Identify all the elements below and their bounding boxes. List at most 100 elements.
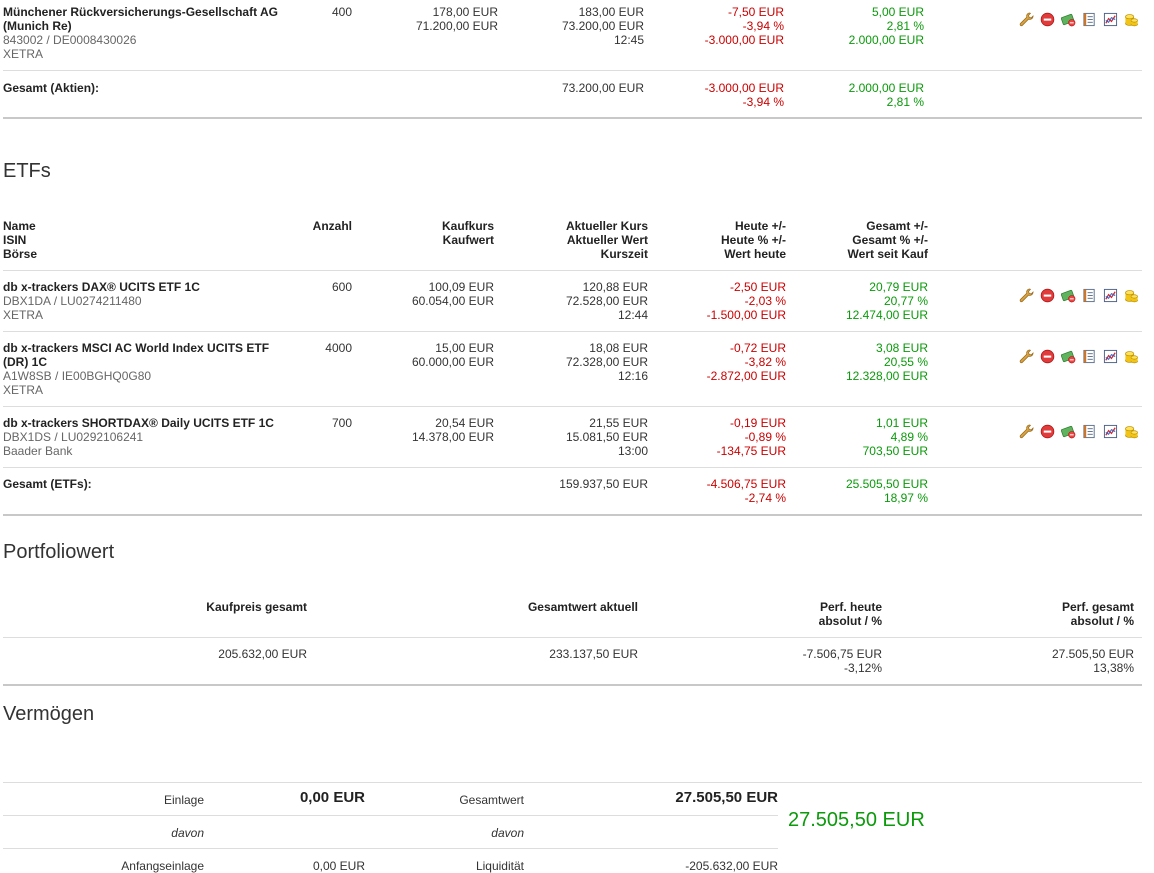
total-change: 5,00 EUR <box>871 5 924 19</box>
header-quantity[interactable]: Anzahl <box>312 219 352 233</box>
perf-total-pct: 13,38% <box>1093 661 1134 675</box>
divider <box>3 637 1142 638</box>
coins-icon[interactable] <box>1124 424 1139 439</box>
total-overall-change: 2.000,00 EUR <box>848 81 924 95</box>
wrench-icon[interactable] <box>1019 12 1034 27</box>
quantity: 4000 <box>325 341 352 355</box>
today-change: -7,50 EUR <box>727 5 784 19</box>
header-value-since-purchase[interactable]: Wert seit Kauf <box>847 247 928 261</box>
security-exchange: XETRA <box>3 383 44 397</box>
security-exchange: XETRA <box>3 47 44 61</box>
quantity: 700 <box>331 416 352 430</box>
buy-sell-icon[interactable] <box>1061 349 1076 364</box>
total-current-value: 73.200,00 EUR <box>561 81 644 95</box>
header-current-value[interactable]: Aktueller Wert <box>566 233 648 247</box>
header-current-total: Gesamtwert aktuell <box>527 600 638 614</box>
remove-icon[interactable] <box>1040 349 1055 364</box>
today-change-pct: -3,94 % <box>742 19 784 33</box>
header-purchase-price[interactable]: Kaufkurs <box>441 219 494 233</box>
security-name[interactable]: db x-trackers MSCI AC World Index UCITS … <box>3 341 270 355</box>
header-today-value[interactable]: Wert heute <box>724 247 786 261</box>
current-value: 72.528,00 EUR <box>565 294 648 308</box>
security-name[interactable]: db x-trackers SHORTDAX® Daily UCITS ETF … <box>3 416 274 430</box>
notes-icon[interactable] <box>1082 12 1097 27</box>
section-divider <box>3 117 1142 119</box>
row-actions <box>1019 349 1139 365</box>
remove-icon[interactable] <box>1040 424 1055 439</box>
coins-icon[interactable] <box>1124 349 1139 364</box>
value-since-purchase: 12.474,00 EUR <box>845 308 928 322</box>
notes-icon[interactable] <box>1082 349 1097 364</box>
notes-icon[interactable] <box>1082 288 1097 303</box>
total-change: 1,01 EUR <box>875 416 928 430</box>
perf-today-pct: -3,12% <box>843 661 882 675</box>
security-isin: DBX1DS / LU0292106241 <box>3 430 144 444</box>
security-name-cont: (Munich Re) <box>3 19 72 33</box>
divider <box>3 815 778 816</box>
header-total-change-pct[interactable]: Gesamt % +/- <box>852 233 928 247</box>
header-isin[interactable]: ISIN <box>3 233 27 247</box>
today-value-change: -2.872,00 EUR <box>706 369 786 383</box>
chart-icon[interactable] <box>1103 424 1118 439</box>
buy-sell-icon[interactable] <box>1061 12 1076 27</box>
section-title-portfolio: Portfoliowert <box>3 541 115 563</box>
chart-icon[interactable] <box>1103 288 1118 303</box>
current-value: 73.200,00 EUR <box>561 19 644 33</box>
header-today-change[interactable]: Heute +/- <box>734 219 786 233</box>
security-isin: A1W8SB / IE00BGHQ0G80 <box>3 369 152 383</box>
header-total-change[interactable]: Gesamt +/- <box>866 219 928 233</box>
header-name[interactable]: Name <box>3 219 36 233</box>
quantity: 400 <box>331 5 352 19</box>
total-change-pct: 2,81 % <box>886 19 924 33</box>
buy-sell-icon[interactable] <box>1061 288 1076 303</box>
row-actions <box>1019 424 1139 440</box>
purchase-price: 178,00 EUR <box>432 5 498 19</box>
total-label: Gesamt (ETFs): <box>3 477 92 491</box>
thereof-label: davon <box>171 826 204 840</box>
buy-sell-icon[interactable] <box>1061 424 1076 439</box>
security-name[interactable]: db x-trackers DAX® UCITS ETF 1C <box>3 280 200 294</box>
header-current-price[interactable]: Aktueller Kurs <box>565 219 648 233</box>
section-divider <box>3 514 1142 516</box>
wrench-icon[interactable] <box>1019 349 1034 364</box>
thereof-label-2: davon <box>491 826 524 840</box>
today-change: -2,50 EUR <box>729 280 786 294</box>
security-exchange: XETRA <box>3 308 44 322</box>
current-price: 183,00 EUR <box>578 5 644 19</box>
today-change-pct: -3,82 % <box>744 355 786 369</box>
header-perf-total: Perf. gesamt <box>1061 600 1134 614</box>
today-value-change: -3.000,00 EUR <box>704 33 784 47</box>
remove-icon[interactable] <box>1040 12 1055 27</box>
coins-icon[interactable] <box>1124 12 1139 27</box>
today-value-change: -134,75 EUR <box>716 444 786 458</box>
purchase-value: 71.200,00 EUR <box>415 19 498 33</box>
total-overall-change: 25.505,50 EUR <box>845 477 928 491</box>
header-purchase-value[interactable]: Kaufwert <box>442 233 494 247</box>
row-actions <box>1019 12 1139 28</box>
total-change: 3,08 EUR <box>875 341 928 355</box>
today-change: -0,72 EUR <box>729 341 786 355</box>
chart-icon[interactable] <box>1103 12 1118 27</box>
divider <box>3 848 778 849</box>
wrench-icon[interactable] <box>1019 424 1034 439</box>
total-overall-change-pct: 18,97 % <box>883 491 928 505</box>
total-value-label: Gesamtwert <box>459 793 524 807</box>
remove-icon[interactable] <box>1040 288 1055 303</box>
header-today-change-pct[interactable]: Heute % +/- <box>720 233 786 247</box>
chart-icon[interactable] <box>1103 349 1118 364</box>
initial-deposit-value: 0,00 EUR <box>312 859 365 873</box>
perf-total-abs: 27.505,50 EUR <box>1051 647 1134 661</box>
header-quote-time[interactable]: Kurszeit <box>600 247 648 261</box>
purchase-total: 205.632,00 EUR <box>218 647 307 661</box>
header-exchange[interactable]: Börse <box>3 247 38 261</box>
coins-icon[interactable] <box>1124 288 1139 303</box>
purchase-value: 60.000,00 EUR <box>411 355 494 369</box>
wrench-icon[interactable] <box>1019 288 1034 303</box>
header-perf-total-sub: absolut / % <box>1070 614 1134 628</box>
divider <box>3 467 1142 468</box>
security-name[interactable]: Münchener Rückversicherungs-Gesellschaft… <box>3 5 278 19</box>
total-change: 20,79 EUR <box>869 280 928 294</box>
security-isin: DBX1DA / LU0274211480 <box>3 294 142 308</box>
security-exchange: Baader Bank <box>3 444 73 458</box>
notes-icon[interactable] <box>1082 424 1097 439</box>
